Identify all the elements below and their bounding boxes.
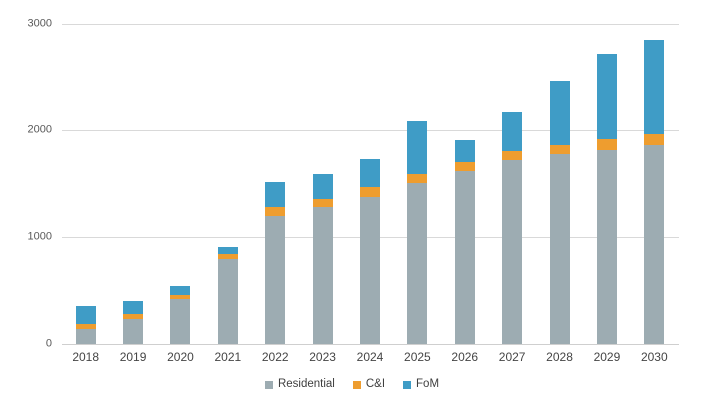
bar-segment-2026-c-i — [454, 161, 475, 172]
bar-segment-2027-c-i — [502, 150, 523, 161]
legend-item-residential: Residential — [264, 378, 335, 391]
bar-segment-2024-fom — [360, 158, 380, 187]
x-axis-label-2029: 2029 — [593, 350, 621, 364]
bar-segment-2025-c-i — [407, 174, 428, 183]
x-axis-line — [62, 344, 679, 345]
bar-segment-2028-c-i — [549, 144, 570, 154]
x-axis-label-2020: 2020 — [167, 350, 194, 364]
bar-segment-2029-residential — [596, 149, 617, 344]
x-axis-label-2026: 2026 — [451, 350, 479, 364]
legend-item-fom: FoM — [403, 379, 439, 391]
bar-segment-2026-residential — [454, 171, 475, 344]
bar-segment-2021-fom — [217, 246, 238, 254]
legend-label-fom: FoM — [416, 378, 440, 391]
bar-segment-2020-residential — [170, 299, 191, 344]
y-axis-label-2000: 2000 — [27, 123, 52, 136]
bar-segment-2019-c-i — [123, 313, 144, 320]
bar-segment-2018-c-i — [75, 324, 96, 330]
bar-segment-2023-residential — [312, 207, 333, 344]
bar-segment-2029-c-i — [596, 139, 617, 150]
bar-segment-2022-fom — [265, 181, 286, 207]
gridline-3000 — [62, 23, 679, 25]
legend-label-residential: Residential — [277, 378, 335, 391]
legend-swatch-ci — [352, 381, 361, 389]
x-axis-label-2022: 2022 — [261, 350, 289, 364]
bar-segment-2028-residential — [549, 153, 570, 344]
bar-segment-2024-c-i — [360, 186, 380, 197]
bar-segment-2025-fom — [407, 120, 428, 175]
legend-label-ci: C&I — [365, 378, 386, 391]
bar-segment-2025-residential — [407, 182, 428, 344]
bar-segment-2028-fom — [549, 80, 570, 145]
bar-segment-2030-c-i — [644, 134, 665, 145]
bar-segment-2020-c-i — [170, 294, 191, 300]
x-axis-label-2028: 2028 — [546, 350, 573, 364]
bar-segment-2023-c-i — [312, 198, 333, 208]
bar-segment-2022-residential — [265, 215, 286, 344]
bar-segment-2024-residential — [360, 196, 380, 344]
bar-segment-2021-residential — [217, 258, 238, 344]
x-axis-label-2027: 2027 — [498, 350, 526, 364]
legend-swatch-fom — [403, 381, 412, 389]
bar-segment-2018-fom — [75, 305, 96, 325]
bar-segment-2026-fom — [454, 139, 475, 162]
x-axis-label-2025: 2025 — [404, 350, 431, 364]
x-axis-label-2023: 2023 — [309, 350, 336, 364]
x-axis-label-2019: 2019 — [119, 350, 147, 364]
bar-segment-2020-fom — [170, 285, 191, 295]
legend-swatch-residential — [264, 381, 273, 389]
x-axis-label-2030: 2030 — [640, 350, 668, 364]
bar-segment-2019-fom — [123, 301, 144, 314]
bar-segment-2019-residential — [123, 319, 144, 344]
y-axis-label-3000: 3000 — [27, 17, 52, 29]
bar-segment-2021-c-i — [217, 253, 238, 259]
legend-item-ci: C&I — [352, 378, 386, 391]
gridline-2000 — [62, 130, 679, 132]
bar-segment-2030-residential — [644, 144, 665, 344]
bar-segment-2022-c-i — [265, 206, 286, 216]
bar-segment-2030-fom — [644, 39, 665, 135]
legend: Residential C&I FoM — [0, 377, 704, 393]
bar-segment-2023-fom — [312, 173, 333, 199]
x-axis-label-2021: 2021 — [214, 350, 242, 364]
bar-segment-2018-residential — [75, 329, 96, 344]
bar-segment-2029-fom — [596, 54, 617, 140]
x-axis-label-2024: 2024 — [356, 350, 384, 364]
bar-segment-2027-fom — [502, 112, 523, 151]
y-axis-label-1000: 1000 — [27, 230, 52, 243]
x-axis-label-2018: 2018 — [72, 350, 100, 364]
bar-segment-2027-residential — [502, 160, 523, 344]
y-axis-label-0: 0 — [45, 337, 52, 350]
